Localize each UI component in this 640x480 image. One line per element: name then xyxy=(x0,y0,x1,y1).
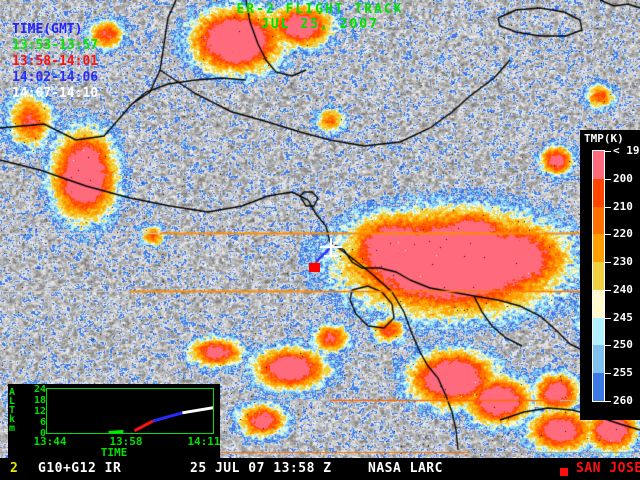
colorbar-segment xyxy=(593,373,604,401)
colorbar-segment xyxy=(593,262,604,290)
time-legend-item-0: 13:53-13:57 xyxy=(12,38,99,53)
chart-series-14:07-14:10 xyxy=(182,405,216,415)
colorbar-tick-mark xyxy=(605,178,611,180)
colorbar-segment xyxy=(593,206,604,235)
chart-y-tick-label: 18 xyxy=(33,395,46,406)
colorbar-tick-mark xyxy=(605,206,611,208)
colorbar-tick-label: 230 xyxy=(613,255,633,269)
colorbar-tick-label: 250 xyxy=(613,338,633,352)
colorbar-tick-label: 255 xyxy=(613,366,633,380)
colorbar-tick-label: 210 xyxy=(613,199,633,213)
chart-y-ticks: 24 18 12 6 0 xyxy=(20,384,51,439)
colorbar-tick-mark xyxy=(605,345,611,347)
colorbar-tick-mark xyxy=(605,373,611,375)
colorbar-segment xyxy=(593,317,604,346)
chart-plot-area xyxy=(46,388,216,434)
chart-x-ticks: 13:44 13:58 14:11 xyxy=(8,435,221,448)
temperature-colorbar: TMP(K) < 190 200 210 220 230 240 245 250 255 260 xyxy=(580,130,640,420)
chart-y-tick-label: 6 xyxy=(39,417,46,428)
chart-y-axis-label-char: T xyxy=(9,405,16,416)
chart-series-14:02-14:06 xyxy=(152,411,183,423)
status-site-marker-icon xyxy=(560,468,568,476)
colorbar-tick-mark xyxy=(605,317,611,319)
colorbar-segment xyxy=(593,234,604,263)
colorbar-tick-mark xyxy=(605,289,611,291)
colorbar-tick-label: < 190 xyxy=(613,144,640,157)
chart-y-axis-label-char: m xyxy=(9,423,16,434)
colorbar-tick-label: 240 xyxy=(613,282,633,296)
colorbar-tick-mark xyxy=(605,401,611,402)
time-legend-item-2: 14:02-14:06 xyxy=(12,70,99,85)
chart-x-axis-label: TIME xyxy=(100,446,128,459)
colorbar-gradient xyxy=(592,150,605,402)
chart-track-line xyxy=(108,405,216,434)
san-jose-site-marker xyxy=(309,263,320,272)
colorbar-tick-mark xyxy=(605,234,611,236)
chart-y-tick-label: 24 xyxy=(33,384,46,395)
colorbar-title: TMP(K) xyxy=(584,132,624,145)
colorbar-segment xyxy=(593,289,604,318)
status-bar: 2 G10+G12 IR 25 JUL 07 13:58 Z NASA LARC… xyxy=(0,458,640,480)
chart-series-13:53-13:57 xyxy=(108,429,124,434)
colorbar-segment xyxy=(593,151,604,179)
time-legend-header: TIME(GMT) xyxy=(12,22,83,37)
chart-x-tick-label: 14:11 xyxy=(187,435,221,448)
status-frame-number: 2 xyxy=(10,461,19,476)
time-legend-item-3: 14:07-14:10 xyxy=(12,86,99,101)
colorbar-segment xyxy=(593,345,604,374)
time-legend-item-1: 13:58-14:01 xyxy=(12,54,99,69)
chart-y-tick-label: 0 xyxy=(39,428,46,439)
chart-y-axis-label-char: k xyxy=(9,414,16,425)
colorbar-tick-mark xyxy=(605,151,611,152)
colorbar-tick-label: 200 xyxy=(613,171,633,185)
colorbar-tick-label: 245 xyxy=(613,310,633,324)
chart-y-axis-label-char: L xyxy=(9,396,16,407)
colorbar-segment xyxy=(593,178,604,207)
colorbar-tick-label: 220 xyxy=(613,227,633,241)
satellite-image-panel[interactable] xyxy=(0,0,640,458)
chart-y-axis-label-char: A xyxy=(9,387,16,398)
infrared-satellite-map[interactable] xyxy=(0,0,640,458)
chart-x-tick-label: 13:58 xyxy=(109,435,143,448)
colorbar-tick-mark xyxy=(605,262,611,264)
status-site-label: SAN JOSE xyxy=(576,461,640,476)
colorbar-ticks: < 190 200 210 220 230 240 245 250 255 260 xyxy=(605,144,640,407)
colorbar-tick-label: 260 xyxy=(613,394,633,407)
time-legend: TIME(GMT) 13:53-13:57 13:58-14:01 14:02-… xyxy=(12,22,98,102)
chart-series-13:58-14:01 xyxy=(133,419,154,433)
status-organization: NASA LARC xyxy=(368,461,443,476)
status-sensor: G10+G12 IR xyxy=(38,461,122,476)
chart-y-tick-label: 12 xyxy=(33,406,46,417)
status-timestamp: 25 JUL 07 13:58 Z xyxy=(190,461,332,476)
chart-x-tick-label: 13:44 xyxy=(33,435,67,448)
